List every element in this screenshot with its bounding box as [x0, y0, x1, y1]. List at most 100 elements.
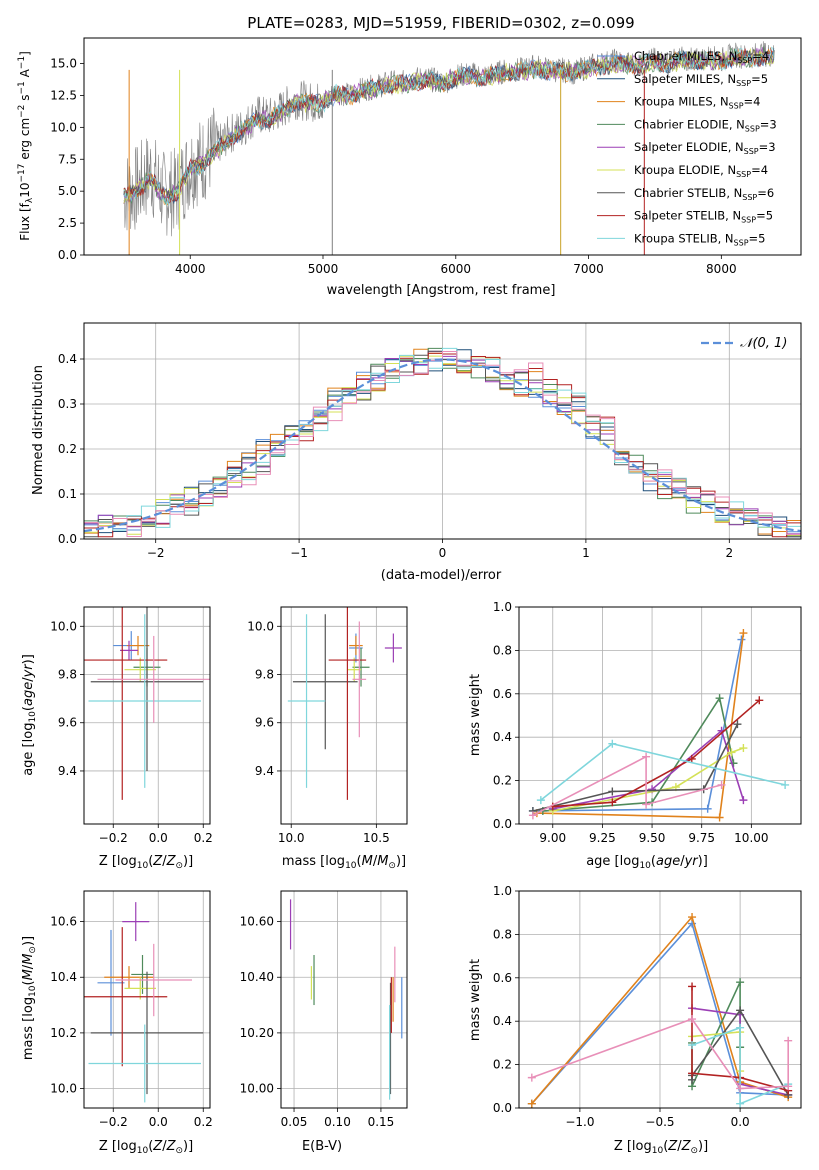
- mass-z-xlabel: Z [log10(Z/Z⊙)]: [99, 1139, 193, 1156]
- residuals-ylabel: Normed distribution: [31, 365, 46, 495]
- weight-vs-age-ytick-label: 0.8: [493, 643, 512, 657]
- spectrum-legend-label-4: Salpeter ELODIE, NSSP=3: [634, 140, 776, 156]
- weight-vs-age-ytick-label: 0.6: [493, 687, 512, 701]
- age-vs-z-frame: [83, 606, 211, 825]
- weight-vs-age-marker-6-1: [608, 798, 617, 807]
- weight-vs-age-frame: [518, 606, 802, 825]
- spectrum-legend-label-0: Chabrier MILES, NSSP=4: [634, 49, 769, 65]
- mass-vs-z-ytick-label: 10.6: [50, 915, 77, 929]
- weight-vs-age-axes: 9.00 9.25 9.50 9.75 10.00 0.0 0.2 0.4 0.6 0.8 1.0: [493, 600, 802, 845]
- weight-vs-z-line-6: [691, 986, 789, 1092]
- spectrum-title: PLATE=0283, MJD=51959, FIBERID=0302, z=0…: [247, 14, 634, 32]
- age-vs-mass-ytick-label: 9.8: [255, 668, 274, 682]
- weight-vs-age-marker-1-2: [739, 629, 748, 638]
- weight-vs-age-line-5: [532, 723, 739, 812]
- residuals-ytick-label: 0.2: [58, 442, 77, 456]
- mass-vs-z-ytick-label: 10.0: [50, 1082, 77, 1096]
- weight-vs-z-ytick-label: 0.0: [493, 1101, 512, 1115]
- mass-vs-z-frame: [83, 890, 211, 1109]
- residuals-normal-curve: [84, 358, 801, 533]
- weight-vs-z-xtick-label: −1.0: [565, 1115, 594, 1129]
- mass-vs-ebv-axes: 0.05 0.10 0.15 10.00 10.20 10.40 10.60: [240, 890, 408, 1129]
- mass-vs-z-xtick-label: 0.0: [149, 1115, 168, 1129]
- spectrum-ytick-label: 7.5: [58, 152, 77, 166]
- weight-vs-z-marker-8-3: [784, 1082, 793, 1091]
- spectrum-frame: [83, 37, 802, 256]
- weight-vs-age-xtick-label: 9.25: [589, 831, 616, 845]
- weight-vs-z-frame: [518, 890, 802, 1109]
- mass-vs-ebv-xtick-label: 0.05: [281, 1115, 308, 1129]
- age-vs-mass-ytick-label: 9.6: [255, 716, 274, 730]
- spectrum-ytick-label: 5.0: [58, 184, 77, 198]
- residuals-xtick-label: −2: [147, 546, 165, 560]
- spectrum-ytick-label: 10.0: [50, 120, 77, 134]
- age-vs-z-ytick-label: 9.4: [58, 764, 77, 778]
- weight-vs-age-ytick-label: 0.2: [493, 774, 512, 788]
- weight-vs-age-marker-7-2: [781, 780, 790, 789]
- age-vs-mass-xtick-label: 10.5: [363, 831, 390, 845]
- weight-vs-age-marker-8-1: [642, 752, 651, 761]
- weight-vs-age-marker-8-2: [642, 800, 651, 809]
- residuals-ytick-label: 0.0: [58, 532, 77, 546]
- mass-vs-ebv-ytick-label: 10.60: [240, 915, 274, 929]
- weight-vs-z-ytick-label: 0.8: [493, 927, 512, 941]
- spectrum-model-line-7: [123, 47, 775, 204]
- age-vs-mass-ytick-label: 10.0: [247, 619, 274, 633]
- weight-z-ylabel: mass weight: [468, 959, 483, 1041]
- weight-vs-age-marker-4-3: [739, 744, 748, 753]
- weight-vs-age-plot: [528, 629, 790, 822]
- weight-vs-age-xtick-label: 9.75: [688, 831, 715, 845]
- spectrum-ylabel: Flux [fλ10−17 erg cm−2 s−1 A−1]: [17, 51, 35, 241]
- spectrum-xtick-label: 4000: [175, 262, 206, 276]
- residuals-xtick-label: 0: [439, 546, 447, 560]
- mass-ebv-xlabel: E(B-V): [302, 1139, 342, 1154]
- residuals-ytick-label: 0.1: [58, 487, 77, 501]
- weight-vs-z-marker-1-1: [688, 913, 697, 922]
- weight-vs-age-marker-2-2: [715, 694, 724, 703]
- age-vs-z-xtick-label: 0.2: [194, 831, 213, 845]
- weight-vs-age-line-2: [542, 696, 735, 812]
- spectrum-ytick-label: 2.5: [58, 216, 77, 230]
- age-vs-mass-axes: 10.0 10.5 9.4 9.6 9.8 10.0: [247, 606, 408, 845]
- mass-vs-z-axes: −0.2 0.0 0.2 10.0 10.2 10.4 10.6: [50, 890, 213, 1129]
- residuals-xtick-label: −1: [290, 546, 308, 560]
- mass-vs-z-ytick-label: 10.4: [50, 970, 77, 984]
- age-mass-xlabel: mass [log10(M/M⊙)]: [282, 854, 406, 871]
- age-z-ylabel: age [log10(age/yr)]: [21, 654, 38, 776]
- weight-vs-z-marker-6-0: [688, 982, 697, 991]
- age-vs-z-ytick-label: 10.0: [50, 619, 77, 633]
- weight-age-ylabel: mass weight: [468, 674, 483, 756]
- weight-vs-age-marker-7-0: [536, 796, 545, 805]
- age-vs-z-xtick-label: 0.0: [149, 831, 168, 845]
- spectrum-model-line-8: [123, 46, 775, 206]
- weight-vs-z-marker-8-0: [527, 1073, 536, 1082]
- weight-age-xlabel: age [log10(age/yr)]: [586, 854, 708, 871]
- weight-vs-age-line-1: [536, 632, 745, 819]
- residuals-ytick-label: 0.3: [58, 397, 77, 411]
- weight-vs-z-plot: [527, 913, 793, 1108]
- mass-vs-ebv-ytick-label: 10.00: [240, 1082, 274, 1096]
- spectrum-ytick-label: 12.5: [50, 88, 77, 102]
- spectrum-legend-label-7: Salpeter STELIB, NSSP=5: [634, 209, 773, 225]
- weight-vs-age-marker-8-0: [528, 811, 537, 820]
- weight-vs-z-marker-8-2: [736, 1084, 745, 1093]
- spectrum-ytick-label: 0.0: [58, 248, 77, 262]
- residuals-xtick-label: 2: [725, 546, 733, 560]
- weight-vs-z-marker-6-1: [688, 1069, 697, 1078]
- weight-vs-age-xtick-label: 9.50: [639, 831, 666, 845]
- residuals-legend-label: 𝒩(0, 1): [740, 336, 787, 351]
- spectrum-legend-label-5: Kroupa ELODIE, NSSP=4: [634, 163, 768, 179]
- weight-vs-age-line-0: [532, 639, 743, 812]
- weight-vs-z-marker-5-2: [736, 1006, 745, 1015]
- weight-vs-age-line-4: [552, 747, 744, 812]
- mass-vs-ebv-ytick-label: 10.20: [240, 1026, 274, 1040]
- weight-vs-age-marker-4-2: [727, 748, 736, 757]
- weight-vs-age-marker-5-1: [608, 787, 617, 796]
- weight-vs-age-marker-1-1: [715, 813, 724, 822]
- weight-vs-z-marker-8-1: [688, 1015, 697, 1024]
- weight-vs-age-xtick-label: 9.00: [539, 831, 566, 845]
- spectrum-ytick-label: 15.0: [50, 57, 77, 71]
- residuals-xtick-label: 1: [582, 546, 590, 560]
- weight-vs-z-ytick-label: 0.6: [493, 971, 512, 985]
